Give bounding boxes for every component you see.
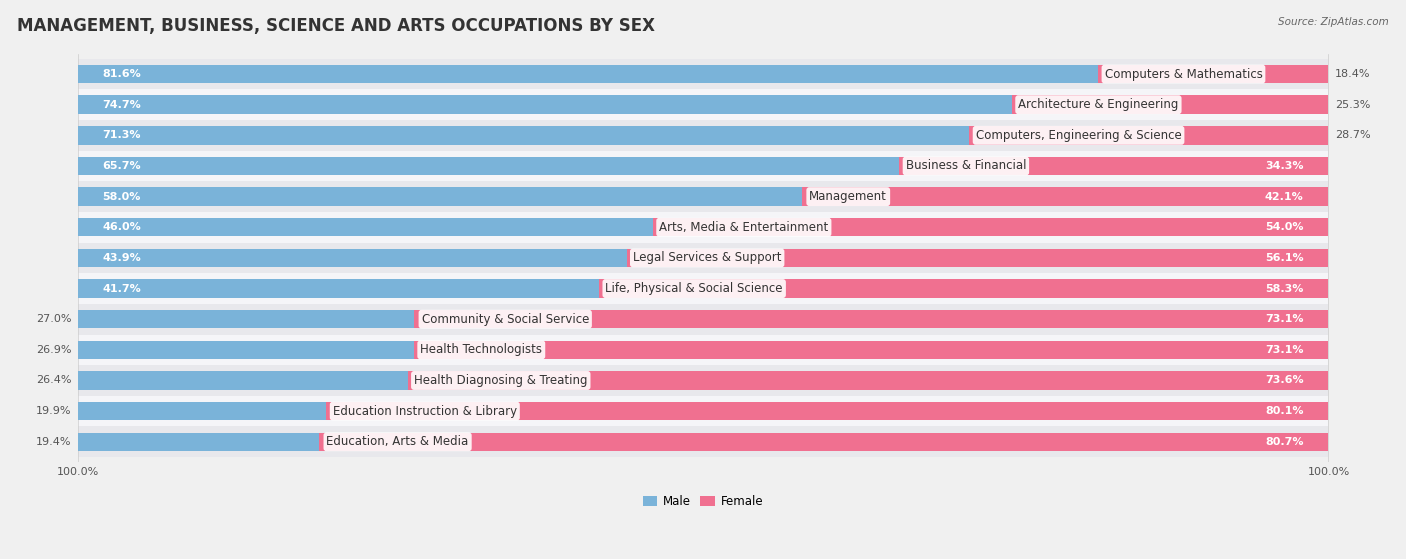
- Text: 28.7%: 28.7%: [1334, 130, 1371, 140]
- Bar: [77, 334, 1329, 365]
- Text: 46.0%: 46.0%: [103, 222, 142, 233]
- Bar: [801, 187, 1329, 206]
- Bar: [77, 218, 652, 236]
- Bar: [77, 65, 1098, 83]
- Text: Health Diagnosing & Treating: Health Diagnosing & Treating: [413, 374, 588, 387]
- Bar: [77, 249, 627, 267]
- Text: Education, Arts & Media: Education, Arts & Media: [326, 435, 468, 448]
- Bar: [77, 212, 1329, 243]
- Text: Legal Services & Support: Legal Services & Support: [633, 252, 782, 264]
- Text: 26.9%: 26.9%: [35, 345, 72, 355]
- Bar: [77, 433, 321, 451]
- Text: Health Technologists: Health Technologists: [420, 343, 543, 356]
- Bar: [77, 126, 970, 145]
- Bar: [77, 273, 1329, 304]
- Bar: [408, 371, 1329, 390]
- Bar: [77, 427, 1329, 457]
- Text: 25.3%: 25.3%: [1334, 100, 1369, 110]
- Text: 42.1%: 42.1%: [1264, 192, 1303, 202]
- Legend: Male, Female: Male, Female: [638, 490, 768, 513]
- Text: 71.3%: 71.3%: [103, 130, 141, 140]
- Bar: [77, 371, 408, 390]
- Text: Architecture & Engineering: Architecture & Engineering: [1018, 98, 1178, 111]
- Text: 65.7%: 65.7%: [103, 161, 141, 171]
- Text: 43.9%: 43.9%: [103, 253, 142, 263]
- Text: 19.9%: 19.9%: [35, 406, 72, 416]
- Bar: [77, 157, 900, 175]
- Bar: [77, 243, 1329, 273]
- Bar: [77, 181, 1329, 212]
- Bar: [77, 96, 1012, 114]
- Text: 80.7%: 80.7%: [1265, 437, 1303, 447]
- Bar: [77, 402, 326, 420]
- Bar: [413, 340, 1329, 359]
- Bar: [77, 187, 803, 206]
- Text: Source: ZipAtlas.com: Source: ZipAtlas.com: [1278, 17, 1389, 27]
- Text: Arts, Media & Entertainment: Arts, Media & Entertainment: [659, 221, 828, 234]
- Text: Management: Management: [810, 190, 887, 203]
- Bar: [1012, 96, 1329, 114]
- Bar: [77, 151, 1329, 181]
- Text: 58.3%: 58.3%: [1265, 283, 1303, 293]
- Bar: [652, 218, 1329, 236]
- Bar: [319, 433, 1329, 451]
- Bar: [326, 402, 1329, 420]
- Text: 80.1%: 80.1%: [1265, 406, 1303, 416]
- Text: 34.3%: 34.3%: [1265, 161, 1303, 171]
- Bar: [77, 340, 413, 359]
- Bar: [77, 304, 1329, 334]
- Bar: [77, 280, 599, 298]
- Text: 74.7%: 74.7%: [103, 100, 142, 110]
- Text: Life, Physical & Social Science: Life, Physical & Social Science: [606, 282, 783, 295]
- Bar: [77, 365, 1329, 396]
- Text: Education Instruction & Library: Education Instruction & Library: [333, 405, 517, 418]
- Text: 56.1%: 56.1%: [1265, 253, 1303, 263]
- Text: 73.6%: 73.6%: [1265, 376, 1303, 386]
- Text: 73.1%: 73.1%: [1265, 345, 1303, 355]
- Text: Community & Social Service: Community & Social Service: [422, 312, 589, 326]
- Text: 81.6%: 81.6%: [103, 69, 142, 79]
- Bar: [599, 280, 1329, 298]
- Text: 18.4%: 18.4%: [1334, 69, 1371, 79]
- Text: MANAGEMENT, BUSINESS, SCIENCE AND ARTS OCCUPATIONS BY SEX: MANAGEMENT, BUSINESS, SCIENCE AND ARTS O…: [17, 17, 655, 35]
- Bar: [77, 120, 1329, 151]
- Text: 73.1%: 73.1%: [1265, 314, 1303, 324]
- Bar: [970, 126, 1329, 145]
- Text: 54.0%: 54.0%: [1265, 222, 1303, 233]
- Text: Business & Financial: Business & Financial: [905, 159, 1026, 173]
- Text: 26.4%: 26.4%: [35, 376, 72, 386]
- Bar: [77, 89, 1329, 120]
- Text: 27.0%: 27.0%: [35, 314, 72, 324]
- Text: Computers, Engineering & Science: Computers, Engineering & Science: [976, 129, 1181, 142]
- Text: 58.0%: 58.0%: [103, 192, 141, 202]
- Text: 19.4%: 19.4%: [35, 437, 72, 447]
- Bar: [77, 310, 415, 328]
- Text: Computers & Mathematics: Computers & Mathematics: [1105, 68, 1263, 80]
- Text: 41.7%: 41.7%: [103, 283, 142, 293]
- Bar: [413, 310, 1329, 328]
- Bar: [77, 396, 1329, 427]
- Bar: [77, 59, 1329, 89]
- Bar: [1098, 65, 1329, 83]
- Bar: [627, 249, 1329, 267]
- Bar: [900, 157, 1329, 175]
